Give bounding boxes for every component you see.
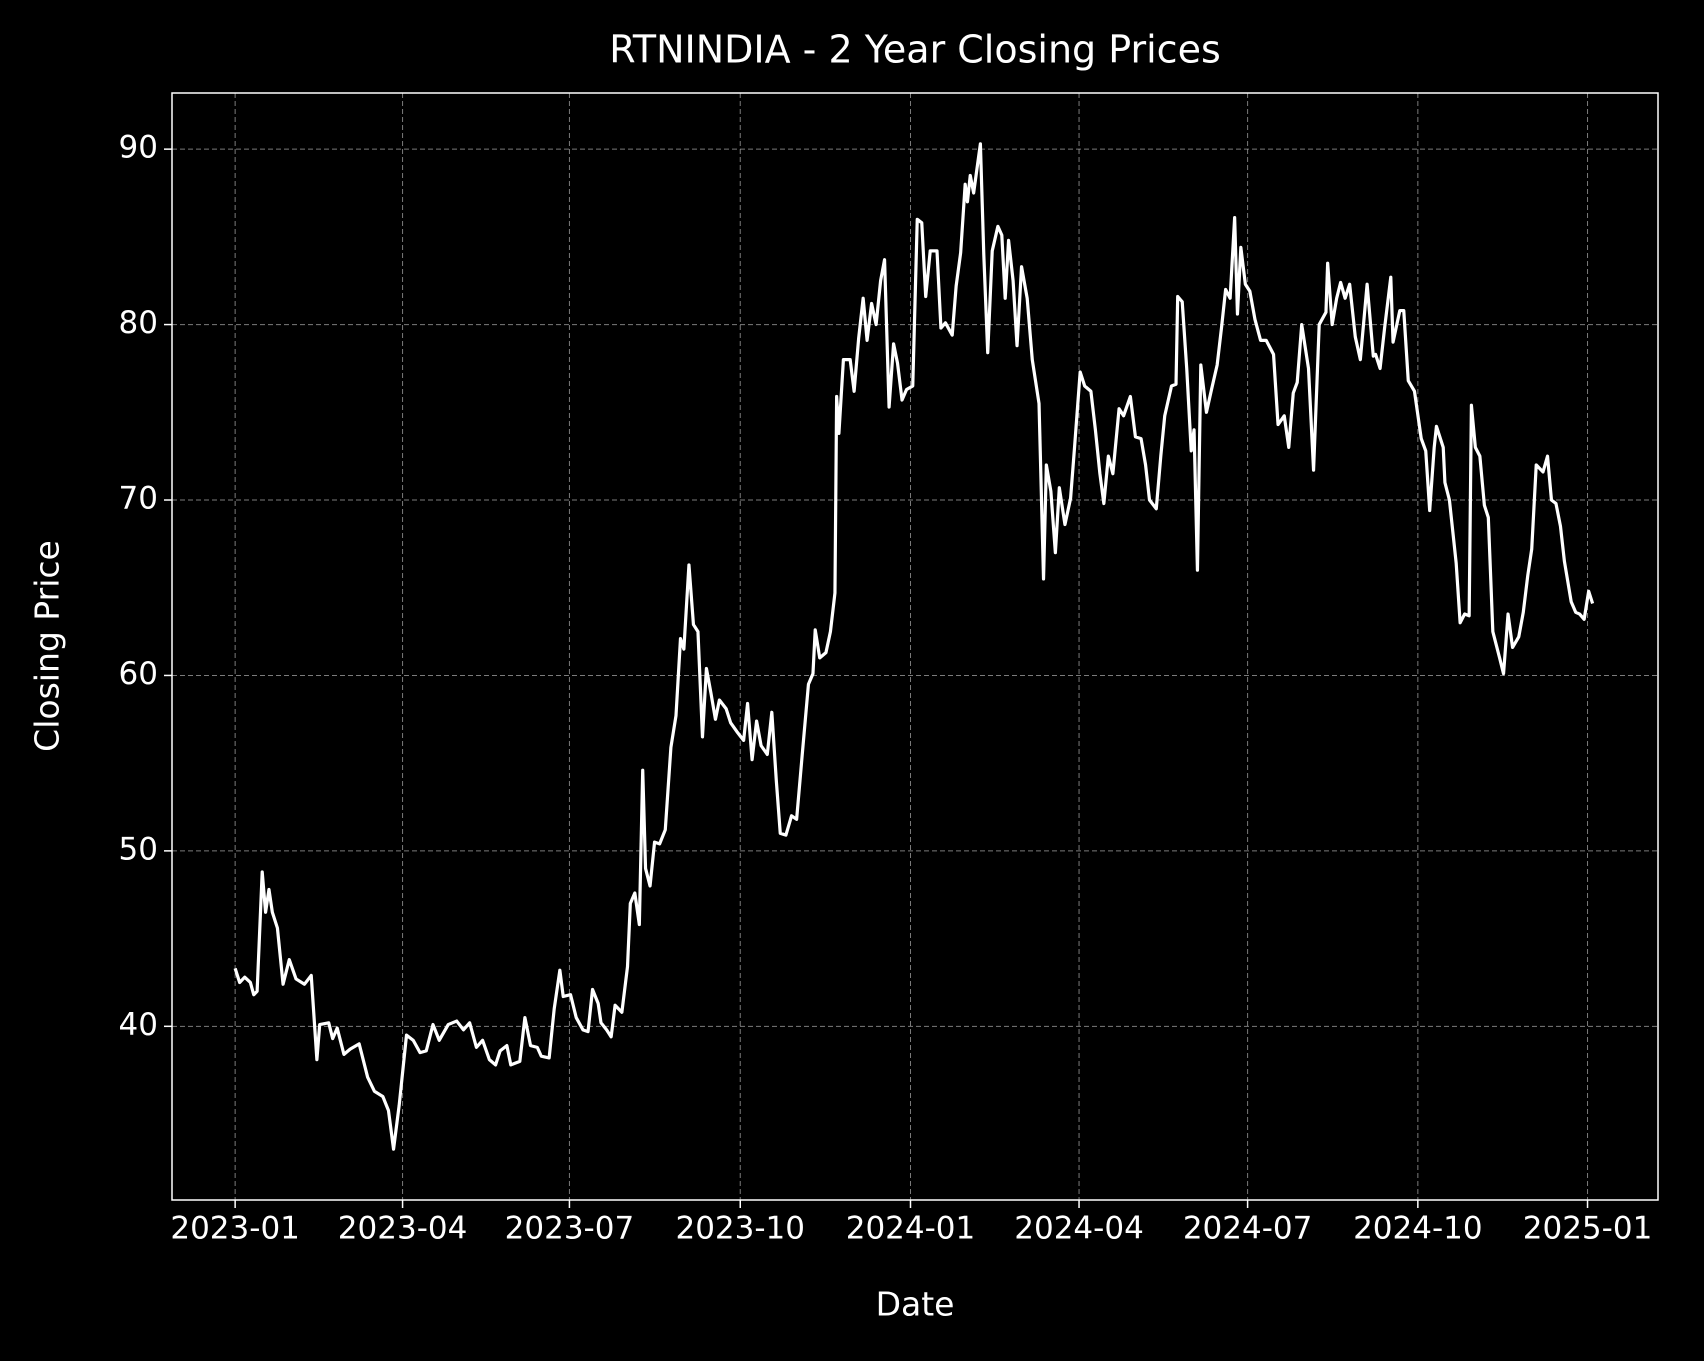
x-tick-label: 2024-04 <box>1014 1211 1144 1247</box>
price-line <box>233 142 1595 1151</box>
y-tick-label: 60 <box>119 656 158 692</box>
x-axis-label: Date <box>876 1285 955 1324</box>
x-tick-label: 2024-10 <box>1353 1211 1483 1247</box>
x-tick-label: 2023-07 <box>505 1211 635 1247</box>
y-tick-label: 50 <box>119 831 158 867</box>
x-tick-label: 2024-01 <box>846 1211 976 1247</box>
chart-title: RTNINDIA - 2 Year Closing Prices <box>609 28 1221 72</box>
y-tick-label: 70 <box>119 481 158 517</box>
x-tick-label: 2023-01 <box>170 1211 300 1247</box>
plot-frame <box>171 92 1659 1201</box>
x-tick-label: 2023-04 <box>338 1211 468 1247</box>
y-tick-label: 80 <box>119 305 158 341</box>
x-tick-label: 2025-01 <box>1523 1211 1653 1247</box>
y-tick-label: 90 <box>119 130 158 166</box>
x-tick-label: 2023-10 <box>675 1211 805 1247</box>
y-axis-label: Closing Price <box>28 540 67 752</box>
y-tick-label: 40 <box>119 1007 158 1043</box>
x-tick-label: 2024-07 <box>1183 1211 1313 1247</box>
